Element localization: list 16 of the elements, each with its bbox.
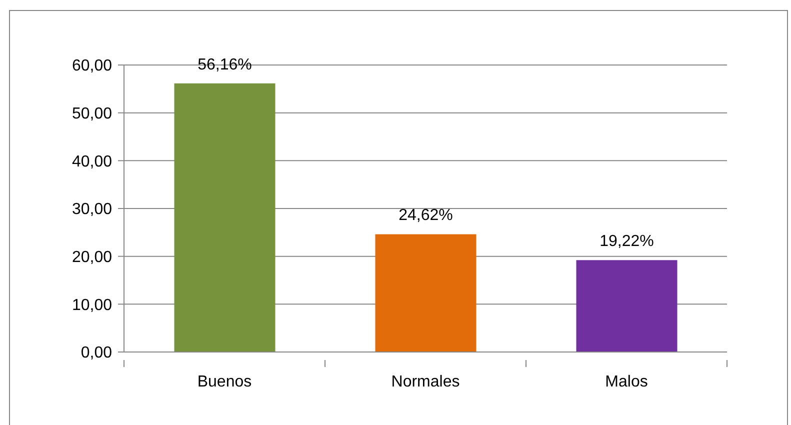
bar [174, 83, 276, 352]
x-tick-label: Normales [391, 374, 460, 390]
bar [375, 234, 476, 352]
y-tick-label: 50,00 [72, 106, 112, 123]
y-tick-label: 30,00 [72, 201, 112, 218]
y-tick-label: 0,00 [80, 344, 112, 362]
x-tick-label: Buenos [197, 374, 252, 390]
x-tick-label: Malos [605, 374, 648, 390]
data-label: 24,62% [398, 207, 453, 224]
data-label: 19,22% [600, 233, 654, 250]
data-label: 56,16% [198, 56, 252, 74]
y-tick-label: 40,00 [72, 153, 112, 170]
bar [576, 260, 678, 352]
y-tick-label: 10,00 [72, 296, 112, 314]
y-tick-label: 60,00 [72, 58, 112, 75]
y-tick-label: 20,00 [72, 249, 112, 266]
